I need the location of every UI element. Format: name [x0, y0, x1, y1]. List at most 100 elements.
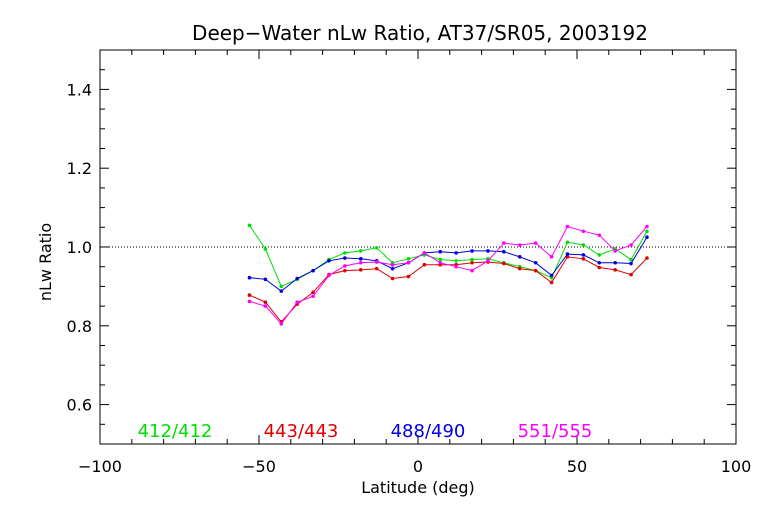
- series-line: [249, 236, 648, 292]
- x-tick-label: −50: [242, 457, 276, 476]
- data-point: [629, 272, 633, 277]
- data-point: [263, 277, 268, 282]
- data-point: [454, 264, 458, 269]
- data-point: [502, 261, 506, 266]
- series-551-555: [247, 224, 649, 326]
- data-point: [629, 261, 633, 266]
- data-point: [581, 243, 586, 247]
- data-point: [581, 257, 586, 261]
- data-point: [263, 300, 268, 304]
- series-488-490: [247, 235, 649, 293]
- data-point: [581, 253, 586, 257]
- data-point: [597, 265, 602, 270]
- data-point: [517, 255, 522, 259]
- series-layer: [247, 223, 649, 326]
- data-point: [295, 300, 299, 304]
- data-point: [358, 249, 363, 253]
- data-point: [581, 229, 586, 234]
- legend-entry: 551/555: [518, 421, 593, 442]
- data-point: [327, 273, 331, 278]
- x-tick-label: 0: [413, 457, 423, 476]
- data-point: [406, 257, 411, 261]
- data-point: [470, 257, 474, 262]
- data-point: [247, 299, 252, 304]
- data-point: [390, 262, 395, 267]
- data-point: [247, 293, 252, 297]
- data-point: [454, 258, 458, 263]
- data-point: [613, 249, 617, 253]
- data-point: [311, 268, 315, 273]
- data-point: [613, 268, 617, 272]
- data-point: [247, 275, 252, 280]
- data-point: [311, 290, 315, 295]
- data-point: [422, 262, 427, 267]
- data-point: [486, 249, 490, 253]
- data-point: [549, 273, 554, 278]
- data-point: [565, 240, 570, 245]
- data-point: [343, 256, 347, 260]
- data-point: [406, 274, 411, 279]
- data-point: [645, 224, 649, 229]
- data-point: [533, 268, 538, 273]
- data-point: [311, 294, 315, 299]
- data-point: [343, 268, 347, 273]
- data-point: [358, 268, 363, 272]
- y-tick-label: 1.2: [67, 159, 92, 178]
- data-point: [438, 249, 443, 254]
- data-point: [279, 289, 284, 293]
- data-point: [295, 276, 299, 281]
- data-point: [374, 260, 379, 264]
- data-point: [645, 256, 649, 260]
- data-point: [390, 276, 395, 281]
- data-point: [279, 322, 284, 326]
- y-axis-label: nLw Ratio: [36, 223, 55, 301]
- data-point: [565, 224, 570, 229]
- legend-entry: 488/490: [391, 421, 466, 442]
- data-point: [597, 253, 602, 257]
- x-axis-label: Latitude (deg): [361, 478, 475, 497]
- data-point: [422, 251, 427, 255]
- data-point: [533, 260, 538, 265]
- data-point: [358, 260, 363, 265]
- data-point: [533, 241, 538, 245]
- data-point: [470, 268, 474, 273]
- data-point: [629, 243, 633, 247]
- data-point: [517, 243, 522, 247]
- x-tick-label: −100: [78, 457, 122, 476]
- y-tick-label: 1.0: [67, 238, 92, 257]
- y-tick-label: 1.4: [67, 80, 92, 99]
- data-point: [597, 260, 602, 265]
- data-point: [263, 304, 268, 308]
- data-point: [517, 266, 522, 271]
- data-point: [374, 266, 379, 271]
- tick-marks: [99, 49, 737, 445]
- data-point: [327, 258, 331, 263]
- data-point: [343, 251, 347, 255]
- data-point: [470, 260, 474, 265]
- data-point: [438, 257, 443, 262]
- series-412-412: [247, 223, 649, 289]
- series-line: [249, 225, 648, 288]
- data-point: [549, 280, 554, 285]
- x-tick-label: 100: [721, 457, 752, 476]
- legend-entry: 412/412: [138, 421, 213, 442]
- data-point: [470, 249, 474, 253]
- data-point: [438, 260, 443, 265]
- data-point: [597, 233, 602, 237]
- data-point: [565, 252, 570, 256]
- data-point: [247, 223, 252, 228]
- y-tick-labels: 0.6 0.8 1.0 1.2 1.4: [67, 80, 92, 414]
- data-point: [374, 245, 379, 250]
- data-point: [502, 249, 506, 254]
- series-line: [249, 225, 648, 325]
- x-tick-label: 50: [567, 457, 587, 476]
- data-point: [613, 260, 617, 265]
- data-point: [645, 235, 649, 239]
- data-point: [629, 257, 633, 262]
- data-point: [390, 266, 395, 271]
- data-point: [263, 247, 268, 251]
- x-tick-labels: −100 −50 0 50 100: [78, 457, 751, 476]
- chart-title: Deep−Water nLw Ratio, AT37/SR05, 2003192: [192, 21, 648, 45]
- series-443-443: [247, 255, 649, 324]
